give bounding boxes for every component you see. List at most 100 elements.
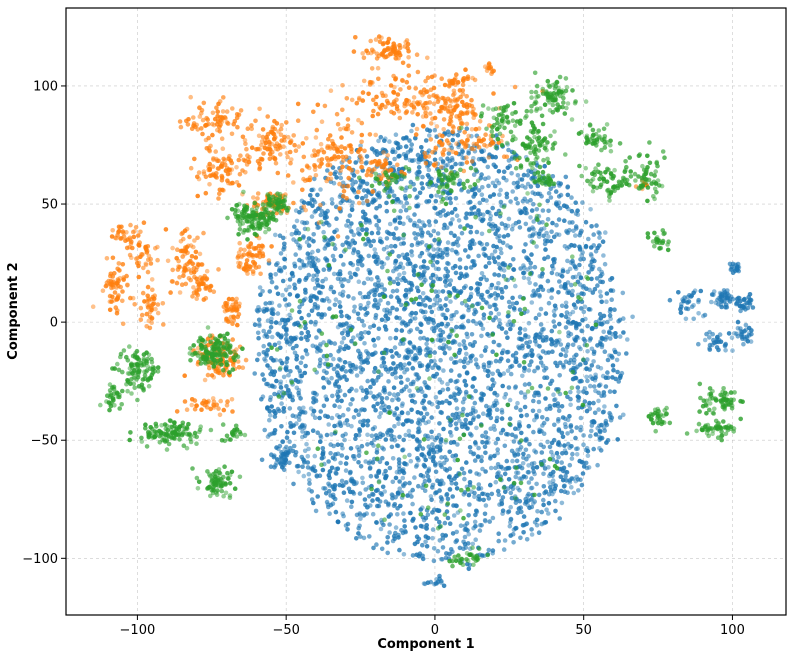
data-point [621,330,626,335]
data-point [595,364,601,370]
data-point [304,239,310,245]
data-point [593,374,599,380]
data-point [482,246,487,251]
data-point [240,168,245,173]
data-point [415,232,421,237]
data-point [199,281,204,287]
data-point [269,244,274,249]
data-point [119,236,124,241]
data-point [453,249,459,255]
data-point [505,243,510,248]
data-point [409,398,415,404]
data-point [490,205,496,211]
data-point [110,228,115,233]
data-point [335,363,341,369]
data-point [262,145,268,150]
data-point [543,396,548,401]
data-point [510,301,516,307]
data-point [517,326,523,332]
data-point [426,466,432,472]
data-point [210,110,216,116]
data-point [464,521,470,526]
data-point [405,377,411,383]
data-point [285,356,290,361]
data-point [536,312,542,318]
data-point [349,369,354,375]
data-point [287,439,292,445]
data-point [328,171,333,177]
data-point [571,302,577,308]
data-point [528,215,533,220]
data-point [462,476,467,482]
data-point [411,158,417,163]
data-point [129,255,134,260]
data-point [448,378,454,383]
data-point [358,534,363,539]
data-point [410,487,416,493]
data-point [143,261,149,267]
data-point [540,287,546,293]
data-point [373,251,378,257]
data-point [484,277,490,283]
data-point [379,260,385,265]
data-point [526,320,532,326]
data-point [275,291,281,297]
data-point [397,547,402,553]
data-point [523,447,529,453]
data-point [268,325,274,330]
data-point [269,404,275,409]
data-point [287,393,292,399]
data-point [445,269,451,274]
data-point [464,211,469,216]
data-point [418,321,423,327]
data-point [150,287,155,293]
data-point [216,406,221,411]
data-point [392,218,398,223]
data-point [275,331,281,337]
data-point [318,290,324,296]
data-point [415,194,420,199]
data-point [311,500,316,506]
data-point [587,287,592,293]
data-point [433,395,439,400]
data-point [452,233,457,238]
data-point [362,358,368,364]
data-point [360,388,366,394]
data-point [680,297,685,302]
data-point [294,464,300,469]
data-point [436,266,441,272]
data-point [309,187,315,193]
data-point [363,193,369,199]
data-point [288,139,294,144]
data-point [484,301,490,306]
data-point [328,442,334,447]
data-point [284,332,289,338]
data-point [128,241,134,246]
data-point [365,422,370,428]
data-point [430,442,435,447]
data-point [421,259,427,264]
data-point [374,542,379,547]
data-point [402,193,408,199]
data-point [591,359,596,364]
data-point [229,397,235,402]
data-point [457,418,462,424]
data-point [698,288,704,294]
data-point [197,287,202,292]
data-point [313,397,318,402]
data-point [356,412,362,418]
data-point [263,301,269,306]
data-point [418,157,423,162]
data-point [352,304,357,310]
data-point [170,267,175,273]
data-point [571,490,577,496]
data-point [447,486,453,492]
data-point [549,270,555,276]
data-point [403,295,409,300]
data-point [261,377,267,382]
data-point [519,430,524,436]
data-point [392,243,398,249]
data-point [485,492,490,498]
data-point [291,180,296,185]
data-point [596,398,601,404]
